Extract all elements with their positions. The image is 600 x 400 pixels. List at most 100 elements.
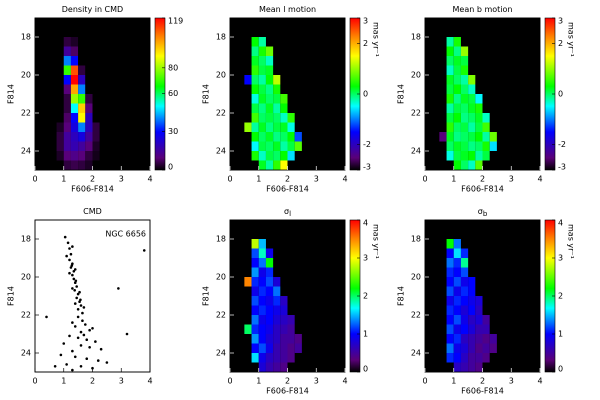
heat-cell: [49, 84, 57, 94]
x-tick-label: 2: [90, 175, 95, 184]
heat-cell: [273, 94, 281, 104]
heat-cell: [453, 160, 461, 170]
heat-cell: [460, 343, 469, 353]
heat-cell: [251, 37, 259, 47]
point: [76, 292, 80, 296]
y-tick-label: 18: [216, 33, 226, 42]
point: [75, 296, 78, 300]
heat-cell: [56, 84, 64, 94]
heat-cell: [258, 362, 266, 372]
x-tick-label: 2: [285, 175, 290, 184]
colorbar-tick-label: 3: [363, 17, 368, 26]
heat-cell: [280, 324, 288, 334]
heat-cell: [70, 46, 79, 56]
heat-cell: [251, 103, 259, 113]
heat-cell: [258, 84, 266, 94]
heat-cell: [446, 324, 454, 334]
heat-cell: [287, 122, 295, 132]
point: [85, 338, 89, 342]
heat-cell: [70, 94, 79, 104]
heat-cell: [258, 37, 266, 47]
point: [79, 330, 83, 334]
heat-cell: [251, 113, 259, 123]
heat-cell: [265, 56, 274, 66]
heat-cell: [99, 160, 107, 170]
heat-cell: [273, 103, 281, 113]
point: [63, 235, 67, 239]
heat-cell: [265, 122, 274, 132]
heat-cell: [453, 37, 461, 47]
point: [91, 327, 94, 330]
y-tick-label: 24: [21, 147, 31, 156]
heat-cell: [273, 315, 281, 325]
heat-cell: [251, 248, 259, 258]
heat-cell: [439, 132, 447, 142]
heat-cell: [475, 141, 483, 151]
heat-cell: [85, 84, 93, 94]
heat-cell: [85, 160, 93, 170]
heat-cell: [258, 103, 266, 113]
heat-cell: [482, 353, 490, 363]
point: [65, 254, 68, 258]
heat-cell: [265, 160, 274, 170]
heat-cell: [265, 267, 274, 277]
heat-cell: [258, 286, 266, 296]
heat-cell: [280, 343, 288, 353]
heat-cell: [468, 296, 476, 306]
point: [85, 357, 89, 361]
heat-cell: [468, 324, 476, 334]
y-tick-label: 20: [411, 71, 421, 80]
heat-cell: [287, 334, 295, 344]
heat-cell: [482, 334, 490, 344]
heat-cell: [49, 75, 57, 85]
heat-cell: [482, 151, 490, 161]
heat-cell: [280, 315, 288, 325]
point: [70, 264, 74, 267]
panel-title: σl: [284, 207, 291, 219]
x-tick-label: 2: [480, 175, 485, 184]
heat-cell: [63, 37, 71, 47]
colorbar-tick-label: 4: [363, 219, 368, 228]
heat-cell: [460, 305, 469, 315]
heat-cell: [49, 113, 57, 123]
heat-cell: [460, 315, 469, 325]
heat-cell: [446, 353, 454, 363]
point: [74, 279, 78, 283]
x-tick-label: 0: [422, 377, 427, 386]
heat-cell: [78, 94, 86, 104]
point: [125, 332, 129, 336]
heat-cell: [258, 132, 266, 142]
heat-cell: [460, 103, 469, 113]
heat-cell: [92, 151, 100, 161]
heat-cell: [85, 65, 93, 75]
colorbar: [154, 17, 166, 171]
y-tick-label: 18: [21, 235, 31, 244]
heat-cell: [482, 315, 490, 325]
heat-cell: [258, 267, 266, 277]
x-tick-label: 3: [314, 377, 319, 386]
point: [65, 363, 68, 366]
y-tick-label: 18: [216, 235, 226, 244]
x-tick-label: 4: [147, 175, 152, 184]
heat-cell: [446, 151, 454, 161]
heat-cell: [460, 277, 469, 287]
x-tick-label: 1: [61, 175, 66, 184]
point: [71, 287, 74, 290]
heat-cell: [251, 286, 259, 296]
point: [73, 289, 76, 292]
title-text: Mean b motion: [453, 5, 513, 14]
heat-cell: [99, 37, 107, 47]
y-axis-label: F814: [202, 84, 211, 104]
y-tick-label: 24: [21, 349, 31, 358]
point: [73, 268, 77, 271]
heat-cell: [468, 151, 476, 161]
heat-cell: [258, 151, 266, 161]
x-axis-label: F606-F814: [266, 387, 309, 396]
heat-cell: [70, 122, 79, 132]
heat-cell: [70, 65, 79, 75]
heat-cell: [63, 103, 71, 113]
title-text: σ: [284, 207, 289, 216]
heat-cell: [92, 65, 100, 75]
heat-cell: [63, 65, 71, 75]
heat-cell: [446, 248, 454, 258]
